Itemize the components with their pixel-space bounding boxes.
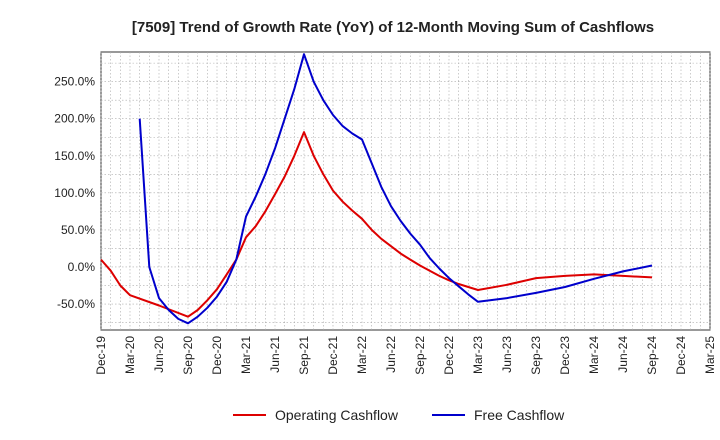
x-tick-label: Mar-21 bbox=[239, 336, 253, 374]
chart-title: [7509] Trend of Growth Rate (YoY) of 12-… bbox=[132, 19, 654, 36]
x-tick-label: Mar-25 bbox=[703, 336, 717, 374]
plot-area bbox=[100, 51, 711, 331]
x-tick-label: Jun-24 bbox=[616, 336, 630, 373]
legend-label: Free Cashflow bbox=[474, 407, 565, 423]
series-line-free-cashflow bbox=[138, 53, 653, 325]
x-tick-label: Sep-24 bbox=[645, 336, 659, 375]
x-tick-label: Mar-24 bbox=[587, 336, 601, 374]
x-tick-label: Mar-22 bbox=[355, 336, 369, 374]
x-tick-label: Sep-21 bbox=[297, 336, 311, 375]
x-tick-label: Jun-20 bbox=[152, 336, 166, 373]
x-tick-label: Mar-23 bbox=[471, 336, 485, 374]
y-tick-label: 50.0% bbox=[61, 223, 95, 237]
grid-lines bbox=[100, 52, 711, 330]
x-tick-label: Sep-23 bbox=[529, 336, 543, 375]
y-tick-label: 0.0% bbox=[68, 260, 96, 274]
y-tick-label: -50.0% bbox=[57, 297, 95, 311]
y-axis-ticks: -50.0% 0.0% 50.0% 100.0% 150.0% 200.0% 250.0% bbox=[54, 75, 95, 311]
x-tick-label: Sep-22 bbox=[413, 336, 427, 375]
x-tick-label: Dec-22 bbox=[442, 336, 456, 375]
x-tick-label: Jun-23 bbox=[500, 336, 514, 373]
x-tick-label: Dec-19 bbox=[94, 336, 108, 375]
x-tick-label: Jun-22 bbox=[384, 336, 398, 373]
series-line-operating-cashflow bbox=[100, 131, 653, 318]
legend: Operating Cashflow Free Cashflow bbox=[233, 407, 565, 423]
y-tick-label: 150.0% bbox=[54, 149, 95, 163]
x-tick-label: Dec-24 bbox=[674, 336, 688, 375]
y-tick-label: 250.0% bbox=[54, 75, 95, 89]
x-tick-label: Dec-20 bbox=[210, 336, 224, 375]
x-tick-label: Dec-21 bbox=[326, 336, 340, 375]
x-tick-label: Sep-20 bbox=[181, 336, 195, 375]
series-lines bbox=[100, 53, 653, 325]
x-tick-label: Jun-21 bbox=[268, 336, 282, 373]
x-tick-label: Mar-20 bbox=[123, 336, 137, 374]
x-axis-ticks: Dec-19 Mar-20 Jun-20 Sep-20 Dec-20 Mar-21 Jun-… bbox=[94, 336, 717, 375]
legend-label: Operating Cashflow bbox=[275, 407, 399, 423]
y-tick-label: 100.0% bbox=[54, 186, 95, 200]
x-tick-label: Dec-23 bbox=[558, 336, 572, 375]
y-tick-label: 200.0% bbox=[54, 112, 95, 126]
